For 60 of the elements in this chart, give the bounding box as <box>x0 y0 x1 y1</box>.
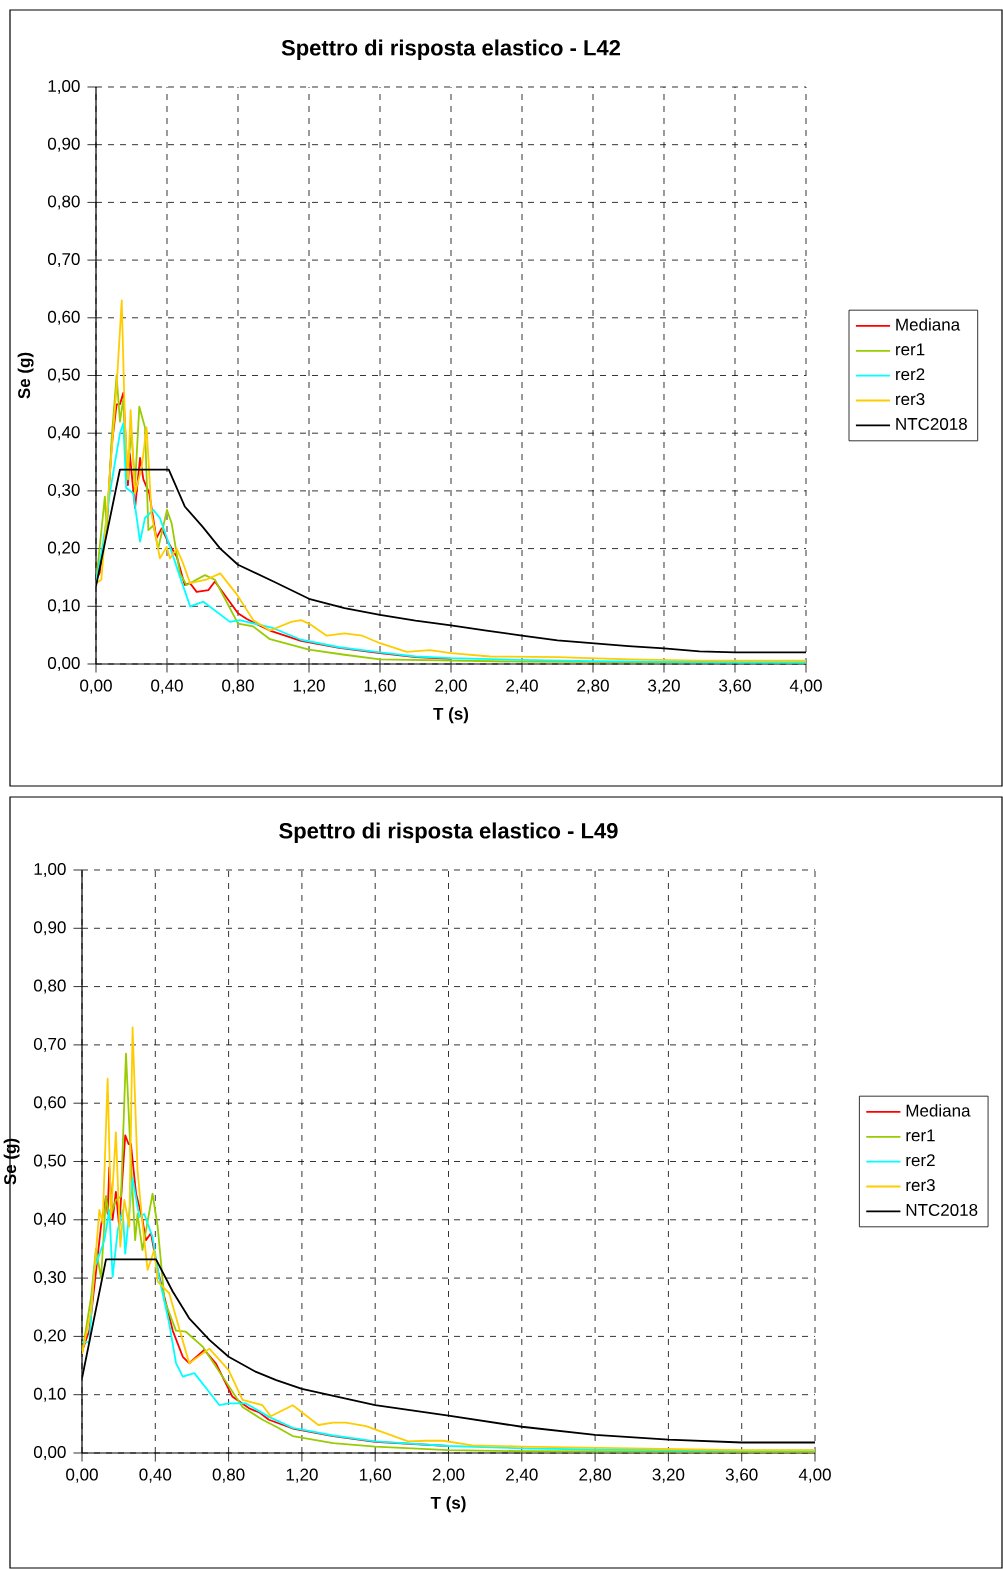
x-tick-label: 0,40 <box>151 679 183 694</box>
y-tick-label: 1,00 <box>34 862 66 878</box>
x-axis-title: T (s) <box>430 1496 466 1513</box>
y-tick-label: 0,00 <box>47 656 80 671</box>
chart-title: Spettro di risposta elastico - L42 <box>281 39 621 60</box>
x-tick-label: 1,60 <box>364 679 396 694</box>
y-tick-label: 0,90 <box>47 137 80 152</box>
x-tick-label: 3,20 <box>648 679 680 694</box>
x-tick-label: 1,60 <box>359 1468 392 1483</box>
y-tick-label: 0,60 <box>33 1096 66 1111</box>
legend-label: rer3 <box>906 1179 935 1192</box>
y-tick-label: 0,60 <box>47 310 80 325</box>
legend-label: Mediana <box>906 1104 971 1117</box>
x-tick-label: 4,00 <box>789 679 822 694</box>
x-axis-title: T (s) <box>433 707 469 724</box>
x-tick-label: 3,60 <box>719 679 751 694</box>
y-tick-label: 0,40 <box>33 1212 66 1227</box>
y-tick-label: 0,30 <box>47 483 80 498</box>
y-tick-label: 0,00 <box>33 1445 66 1461</box>
y-axis-title: Se (g) <box>17 352 34 399</box>
y-tick-label: 0,30 <box>33 1271 66 1286</box>
x-tick-label: 1,20 <box>286 1468 318 1483</box>
y-tick-label: 0,70 <box>47 253 80 268</box>
y-axis-title: Se (g) <box>3 1138 20 1185</box>
y-tick-label: 0,10 <box>47 599 80 614</box>
y-tick-label: 0,90 <box>33 921 66 936</box>
y-tick-label: 1,00 <box>48 79 80 94</box>
y-tick-label: 0,80 <box>33 979 66 994</box>
x-tick-label: 2,80 <box>579 1468 611 1483</box>
legend-label: NTC2018 <box>906 1203 978 1216</box>
y-tick-label: 0,10 <box>33 1387 66 1402</box>
y-tick-label: 0,40 <box>47 426 80 441</box>
x-tick-label: 0,00 <box>80 679 112 694</box>
y-tick-label: 0,70 <box>33 1037 66 1052</box>
legend-label: rer3 <box>896 393 925 406</box>
x-tick-label: 4,00 <box>798 1468 831 1483</box>
x-tick-label: 0,80 <box>222 679 254 694</box>
x-tick-label: 0,80 <box>212 1468 245 1483</box>
legend-label: rer2 <box>896 368 925 381</box>
x-tick-label: 2,00 <box>432 1468 465 1483</box>
legend-label: NTC2018 <box>896 417 967 430</box>
x-tick-label: 3,20 <box>652 1468 685 1483</box>
legend-label: rer1 <box>896 343 925 356</box>
x-tick-label: 2,40 <box>506 1468 538 1483</box>
x-tick-label: 1,20 <box>293 679 325 694</box>
x-tick-label: 3,60 <box>725 1468 758 1483</box>
x-tick-label: 2,00 <box>435 679 467 694</box>
legend-label: rer2 <box>906 1154 935 1167</box>
y-tick-label: 0,20 <box>47 541 80 556</box>
x-tick-label: 0,00 <box>66 1468 98 1483</box>
legend-label: Mediana <box>896 318 961 331</box>
x-tick-label: 0,40 <box>139 1468 172 1483</box>
x-tick-label: 2,40 <box>506 679 538 694</box>
y-tick-label: 0,50 <box>47 368 80 383</box>
legend-label: rer1 <box>906 1129 935 1142</box>
y-tick-label: 0,80 <box>47 195 80 210</box>
y-tick-label: 0,20 <box>33 1329 66 1344</box>
chart-title: Spettro di risposta elastico - L49 <box>279 822 618 843</box>
y-tick-label: 0,50 <box>33 1154 66 1169</box>
x-tick-label: 2,80 <box>577 679 609 694</box>
